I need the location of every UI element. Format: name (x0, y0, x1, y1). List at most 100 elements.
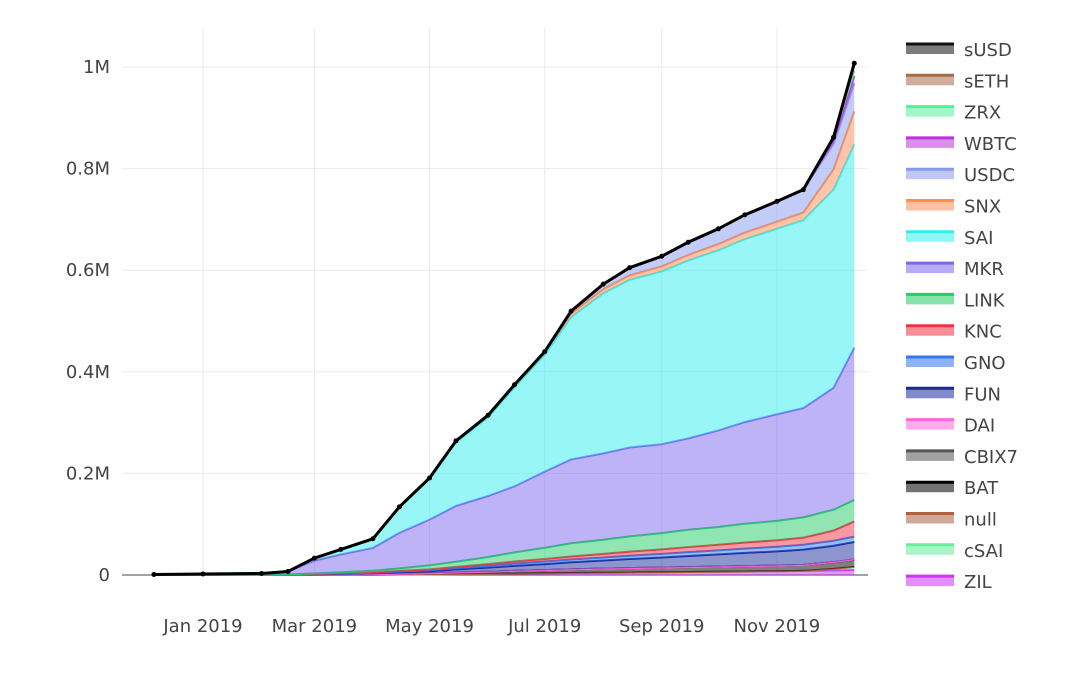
total-point (396, 504, 402, 510)
total-point (542, 349, 548, 355)
legend-item-zil[interactable]: ZIL (906, 572, 992, 593)
legend-swatch (906, 513, 954, 524)
legend-item-usdc[interactable]: USDC (906, 165, 1015, 186)
y-tick-label: 1M (83, 57, 110, 78)
legend-label: sETH (964, 71, 1009, 92)
legend-item-susd[interactable]: sUSD (906, 40, 1012, 61)
total-point (851, 60, 857, 66)
total-point (311, 555, 317, 561)
legend-swatch (906, 544, 954, 555)
y-tick-label: 0.4M (66, 362, 110, 383)
total-point (600, 281, 606, 287)
legend-item-bat[interactable]: BAT (906, 478, 999, 499)
legend-label: CBIX7 (964, 447, 1018, 468)
legend-swatch (906, 44, 954, 54)
legend-item-mkr[interactable]: MKR (906, 259, 1004, 280)
legend-swatch (906, 75, 954, 86)
legend-swatch (906, 231, 954, 242)
total-point (485, 412, 491, 418)
legend-item-snx[interactable]: SNX (906, 197, 1001, 218)
legend-label: BAT (964, 478, 999, 499)
axes: Jan 2019 Mar 2019 May 2019 Jul 2019 Sep 2019… (66, 57, 820, 637)
legend-label: WBTC (964, 134, 1017, 155)
legend-label: USDC (964, 165, 1015, 186)
legend-swatch (906, 576, 954, 587)
legend-swatch (906, 482, 954, 493)
total-line (151, 60, 857, 577)
total-point (774, 198, 780, 204)
legend-swatch (906, 200, 954, 211)
legend-swatch (906, 137, 954, 148)
legend-swatch (906, 169, 954, 180)
area-bat (153, 559, 855, 575)
legend-item-csai[interactable]: cSAI (906, 541, 1003, 562)
total-point (285, 568, 291, 574)
total-point (338, 546, 344, 552)
legend-label: ZIL (964, 572, 992, 593)
y-tick-label: 0.6M (66, 260, 110, 281)
legend-label: MKR (964, 259, 1004, 280)
x-tick-label: Nov 2019 (734, 616, 821, 637)
total-point (259, 570, 265, 576)
total-point (685, 239, 691, 245)
legend-item-gno[interactable]: GNO (906, 353, 1006, 374)
y-tick-label: 0.8M (66, 159, 110, 180)
legend-swatch (906, 106, 954, 117)
x-tick-label: Jul 2019 (507, 616, 581, 637)
x-tick-label: May 2019 (385, 616, 474, 637)
legend-item-sai[interactable]: SAI (906, 228, 993, 249)
legend-label: FUN (964, 384, 1001, 405)
total-point (715, 226, 721, 232)
legend-item-dai[interactable]: DAI (906, 416, 995, 437)
y-tick-label: 0.2M (66, 463, 110, 484)
x-tick-label: Mar 2019 (272, 616, 358, 637)
total-point (627, 265, 633, 271)
legend-item-zrx[interactable]: ZRX (906, 103, 1001, 124)
legend-label: SNX (964, 197, 1001, 218)
x-tick-label: Sep 2019 (619, 616, 704, 637)
legend-item-cbix7[interactable]: CBIX7 (906, 447, 1018, 468)
legend-label: KNC (964, 322, 1002, 343)
total-point (453, 438, 459, 444)
total-point (370, 536, 376, 542)
area-sai (153, 144, 855, 575)
area-knc (153, 521, 855, 575)
total-point (568, 308, 574, 314)
legend-label: null (964, 510, 997, 531)
total-point (200, 571, 206, 577)
legend-label: sUSD (964, 40, 1012, 61)
total-point (800, 187, 806, 193)
area-mkr (153, 347, 855, 575)
legend-label: GNO (964, 353, 1006, 374)
total-point (151, 571, 157, 577)
total-point (659, 253, 665, 259)
y-tick-label: 0 (99, 565, 110, 586)
total-point (427, 475, 433, 481)
total-point (742, 212, 748, 218)
legend-label: LINK (964, 290, 1006, 311)
legend[interactable]: sUSD sETH ZRX WBTC USDC SNX SAI MKR LINK KNC GNO FU… (906, 40, 1018, 593)
legend-swatch (906, 294, 954, 305)
x-tick-label: Jan 2019 (162, 616, 242, 637)
area-zil (153, 569, 855, 575)
legend-label: DAI (964, 416, 995, 437)
legend-item-null[interactable]: null (906, 510, 997, 531)
legend-item-fun[interactable]: FUN (906, 384, 1001, 405)
area-fun (153, 541, 855, 575)
area-link (153, 500, 855, 575)
total-point (831, 134, 837, 140)
legend-item-knc[interactable]: KNC (906, 322, 1002, 343)
legend-item-link[interactable]: LINK (906, 290, 1006, 311)
total-line-path (153, 62, 856, 576)
legend-label: ZRX (964, 103, 1001, 124)
legend-label: SAI (964, 228, 993, 249)
legend-swatch (906, 450, 954, 461)
legend-label: cSAI (964, 541, 1003, 562)
legend-item-wbtc[interactable]: WBTC (906, 134, 1017, 155)
legend-swatch (906, 263, 954, 274)
legend-swatch (906, 325, 954, 336)
legend-item-seth[interactable]: sETH (906, 71, 1009, 92)
legend-swatch (906, 388, 954, 399)
